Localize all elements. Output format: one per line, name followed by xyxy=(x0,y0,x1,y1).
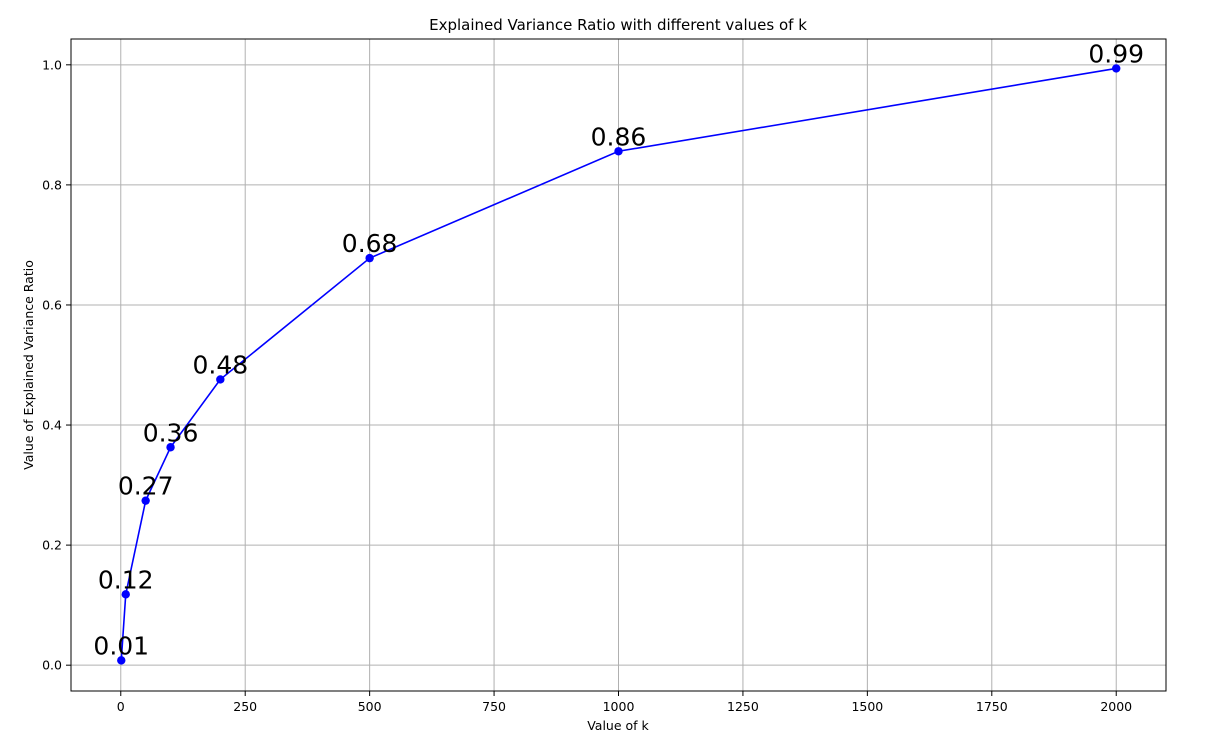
data-label: 0.12 xyxy=(98,565,154,594)
x-tick-label: 1250 xyxy=(727,699,759,714)
x-tick-label: 500 xyxy=(358,699,382,714)
x-tick-label: 1750 xyxy=(976,699,1008,714)
chart-title: Explained Variance Ratio with different … xyxy=(429,16,807,34)
y-axis-label: Value of Explained Variance Ratio xyxy=(21,260,36,470)
data-point xyxy=(216,375,225,384)
y-tick-label: 0.8 xyxy=(42,177,62,192)
data-point xyxy=(166,443,175,452)
y-tick-label: 0.6 xyxy=(42,297,62,312)
x-axis-label: Value of k xyxy=(587,718,649,733)
data-point xyxy=(1112,64,1121,73)
x-axis: 0 250 500 750 1000 1250 1500 1750 2000 xyxy=(117,691,1132,714)
x-tick-label: 0 xyxy=(117,699,125,714)
data-label: 0.01 xyxy=(93,631,149,660)
data-point xyxy=(121,590,130,599)
x-tick-label: 750 xyxy=(482,699,506,714)
y-axis: 0.0 0.2 0.4 0.6 0.8 1.0 xyxy=(42,57,71,673)
grid xyxy=(71,39,1166,691)
data-label: 0.36 xyxy=(143,418,199,447)
data-label: 0.27 xyxy=(118,472,174,501)
series-layer: 0.01 0.12 0.27 0.36 0.48 0.68 0.86 0.99 xyxy=(93,39,1144,665)
x-tick-label: 250 xyxy=(233,699,257,714)
y-tick-label: 0.4 xyxy=(42,418,62,433)
data-label: 0.99 xyxy=(1088,39,1144,68)
data-point xyxy=(117,656,126,665)
y-tick-label: 1.0 xyxy=(42,57,62,72)
x-tick-label: 1500 xyxy=(851,699,883,714)
data-label: 0.68 xyxy=(342,229,398,258)
data-point xyxy=(614,147,623,156)
data-point xyxy=(141,496,150,505)
x-tick-label: 1000 xyxy=(603,699,635,714)
data-point xyxy=(365,253,374,263)
y-tick-label: 0.0 xyxy=(42,658,62,673)
data-label: 0.48 xyxy=(192,350,248,379)
data-label: 0.86 xyxy=(591,122,647,151)
y-tick-label: 0.2 xyxy=(42,538,62,553)
series-line xyxy=(120,67,1117,661)
x-tick-label: 2000 xyxy=(1100,699,1132,714)
